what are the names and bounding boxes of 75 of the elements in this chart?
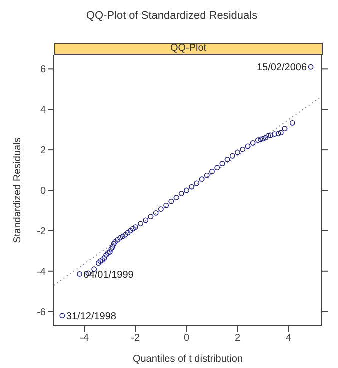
point [115, 237, 121, 243]
chart-subtitle: QQ-Plot [54, 43, 323, 55]
point [210, 168, 215, 174]
y-tick-label: 2 [40, 146, 46, 157]
y-tick-label: -2 [37, 226, 46, 238]
point [235, 150, 240, 156]
point [214, 165, 220, 171]
point [184, 188, 190, 194]
point [111, 241, 117, 247]
point [125, 230, 131, 236]
point [276, 131, 282, 137]
point [107, 249, 113, 255]
point [272, 132, 278, 137]
point [268, 132, 274, 138]
y-axis-title: Standardized Residuals [12, 138, 24, 244]
point [174, 195, 180, 200]
point [258, 136, 264, 142]
point [60, 313, 66, 319]
x-tick-label: -4 [80, 333, 90, 344]
point [102, 256, 108, 261]
point [220, 161, 226, 167]
annotation: 31/12/1998 [66, 311, 117, 322]
point [282, 126, 288, 132]
point [118, 235, 124, 241]
point [96, 260, 102, 266]
point [204, 172, 210, 178]
point [308, 64, 314, 70]
point [130, 226, 136, 232]
x-tick-label: 0 [184, 333, 190, 344]
y-tick-label: -4 [37, 266, 46, 278]
x-tick-label: 2 [234, 333, 241, 344]
point [290, 120, 296, 126]
point [194, 180, 200, 186]
y-tick-label: -6 [37, 307, 46, 318]
point [120, 234, 126, 240]
point [122, 232, 128, 238]
point [240, 146, 246, 152]
point [278, 130, 284, 136]
point [164, 202, 170, 208]
y-tick-label: 0 [40, 186, 46, 198]
point [132, 224, 138, 230]
point [98, 258, 104, 264]
chart-title: QQ-Plot of Standardized Residuals [85, 10, 259, 22]
point [148, 214, 154, 220]
point [178, 191, 184, 196]
point [112, 239, 118, 245]
point [189, 184, 195, 190]
annotation: 15/02/2006 [256, 62, 308, 74]
point [138, 221, 144, 227]
point [104, 252, 110, 258]
y-tick-label: 4 [40, 105, 46, 116]
point [153, 210, 159, 216]
point [168, 198, 174, 204]
point [266, 133, 272, 139]
point [143, 218, 149, 224]
point [263, 135, 269, 141]
point [158, 206, 164, 212]
point [224, 157, 230, 162]
y-tick-label: 6 [40, 64, 46, 76]
point [110, 244, 116, 250]
point [128, 228, 134, 234]
x-tick-label: -2 [131, 333, 141, 344]
point [77, 272, 82, 277]
point [100, 258, 106, 263]
point [250, 140, 256, 146]
x-axis-title: Quantiles of t distribution [132, 354, 244, 365]
point [105, 250, 111, 256]
point [255, 138, 261, 144]
annotation: 04/01/1999 [84, 270, 134, 281]
point [108, 246, 114, 252]
x-tick-label: 4 [286, 333, 292, 344]
point [245, 144, 251, 150]
point [230, 153, 236, 159]
point [260, 136, 266, 142]
point [199, 176, 205, 182]
